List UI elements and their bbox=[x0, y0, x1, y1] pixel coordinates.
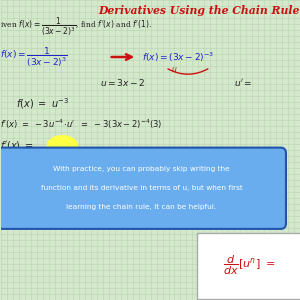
Text: With practice, you can probably skip writing the: With practice, you can probably skip wri… bbox=[53, 167, 230, 172]
Text: learning the chain rule, it can be helpful.: learning the chain rule, it can be helpf… bbox=[67, 204, 217, 210]
Text: $u = 3x-2$: $u = 3x-2$ bbox=[100, 77, 146, 88]
FancyBboxPatch shape bbox=[0, 148, 286, 229]
Text: $\dfrac{d}{dx}\left[u^{n}\right]\ =$: $\dfrac{d}{dx}\left[u^{n}\right]\ =$ bbox=[223, 254, 275, 277]
Text: $f'(x)\ =\ -3u^{-4}\!\cdot\!u'\ \ =\ -3(3x-2)^{-4}(3)$: $f'(x)\ =\ -3u^{-4}\!\cdot\!u'\ \ =\ -3(… bbox=[0, 118, 162, 131]
Text: Derivatives Using the Chain Rule: Derivatives Using the Chain Rule bbox=[99, 5, 300, 16]
Text: function and its derivative in terms of u, but when first: function and its derivative in terms of … bbox=[41, 185, 242, 191]
Text: $f(x)\ =\ u^{-3}$: $f(x)\ =\ u^{-3}$ bbox=[16, 96, 69, 111]
Text: $u' =$: $u' =$ bbox=[234, 77, 253, 88]
FancyBboxPatch shape bbox=[197, 232, 300, 298]
Ellipse shape bbox=[47, 136, 77, 155]
Text: $f'(x)\ =$: $f'(x)\ =$ bbox=[0, 139, 34, 152]
Text: iven $f(x)=\dfrac{1}{(3x-2)^3}$, find $f'(x)$ and $f'(1)$.: iven $f(x)=\dfrac{1}{(3x-2)^3}$, find $f… bbox=[0, 16, 152, 38]
Text: $f(x)=(3x-2)^{-3}$: $f(x)=(3x-2)^{-3}$ bbox=[142, 50, 214, 64]
Text: $u$: $u$ bbox=[172, 65, 178, 74]
Text: $f(x)=\dfrac{1}{(3x-2)^3}$: $f(x)=\dfrac{1}{(3x-2)^3}$ bbox=[0, 45, 68, 69]
